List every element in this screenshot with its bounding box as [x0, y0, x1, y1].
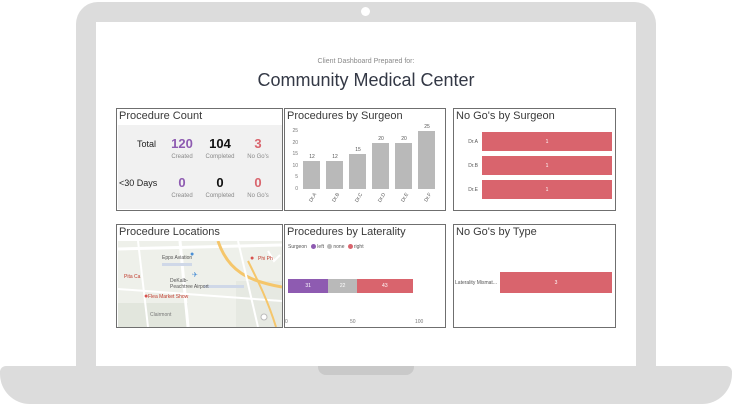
y-tick-label: 15 — [292, 151, 298, 158]
y-category-label: Dr.A — [468, 139, 478, 145]
legend-dot-icon — [327, 244, 333, 250]
procedures-by-surgeon-tile[interactable]: Procedures by Surgeon 25 20 15 10 5 0 12 Dr.A 12… — [284, 108, 446, 211]
bar-data-label: 20 — [378, 135, 384, 142]
y-tick-label: 10 — [292, 162, 298, 169]
procedure-count-tile[interactable]: Procedure Count Total 120 104 3 Created … — [116, 108, 283, 211]
map-label-poi4: Phi Ph — [258, 256, 273, 262]
bar-data-label: 12 — [332, 154, 338, 161]
bar-data-label: 20 — [401, 135, 407, 142]
legend-right: right — [353, 244, 364, 250]
bar[interactable] — [482, 132, 612, 151]
laptop-notch — [318, 366, 414, 375]
map-label-poi3: Flea Market Show — [148, 294, 189, 300]
airport-pin-icon[interactable]: ✈ — [192, 272, 198, 279]
total-completed-value: 104 — [209, 136, 231, 151]
x-tick-label: Dr.A — [308, 192, 319, 204]
y-tick-label: 20 — [292, 139, 298, 146]
total-created-value: 120 — [171, 136, 193, 151]
y-category-label: Laterality Mismat... — [455, 280, 497, 286]
dashboard-subtitle: Client Dashboard Prepared for: — [317, 58, 415, 65]
laterality-legend: Surgeon left none right — [288, 244, 364, 250]
bar-segment-left[interactable]: 31 — [288, 279, 329, 293]
y-category-label: Dr.E — [468, 187, 478, 193]
legend-left: left — [317, 244, 324, 250]
bar[interactable] — [303, 161, 320, 189]
total-nogos-value: 3 — [254, 136, 262, 151]
caption-nogos: No Go's — [247, 193, 269, 199]
bar-data-label: 15 — [355, 147, 361, 154]
bar-data-label: 1 — [545, 163, 549, 169]
bar[interactable] — [482, 180, 612, 199]
camera-icon — [361, 7, 370, 16]
legend-dot-icon — [311, 244, 317, 250]
x-tick-label: Dr.C — [354, 192, 365, 204]
caption-completed: Completed — [205, 193, 235, 199]
bar-data-label: 12 — [309, 154, 315, 161]
bar[interactable] — [500, 272, 612, 293]
x-tick-label: 0 — [285, 319, 288, 325]
x-tick-label: 100 — [415, 319, 424, 325]
map-label-airport: DeKalb-Peachtree Airport — [170, 278, 209, 290]
map-pin-icon[interactable]: ● — [190, 251, 195, 258]
bar[interactable] — [349, 154, 366, 189]
tile-title: Procedures by Surgeon — [287, 110, 403, 122]
recent-completed-value: 0 — [216, 175, 224, 190]
tile-title: Procedure Count — [119, 110, 203, 122]
legend-none: none — [333, 244, 345, 250]
procedure-locations-tile[interactable]: Procedure Locations Epps Aviation DeKalb… — [116, 224, 283, 328]
bar[interactable] — [372, 142, 389, 189]
row-label-total: Total — [137, 139, 157, 149]
row-label-30days: <30 Days — [119, 178, 158, 188]
y-tick-label: 0 — [295, 186, 298, 192]
procedures-by-laterality-tile[interactable]: Procedures by Laterality Surgeon left no… — [284, 224, 446, 328]
caption-nogos: No Go's — [247, 154, 269, 160]
procedure-count-body: Total 120 104 3 Created Completed No Go'… — [118, 125, 282, 209]
bar[interactable] — [482, 156, 612, 175]
bar[interactable] — [326, 161, 343, 189]
bar-data-label: 1 — [545, 187, 549, 193]
y-tick-label: 25 — [292, 128, 298, 134]
bar[interactable] — [395, 142, 412, 189]
location-map[interactable]: Epps Aviation DeKalb-Peachtree Airport P… — [118, 241, 282, 327]
y-tick-label: 5 — [295, 174, 298, 181]
caption-completed: Completed — [205, 154, 235, 160]
map-graphic — [118, 241, 282, 327]
map-label-street: Clairmont — [150, 312, 172, 318]
x-tick-label: 50 — [350, 319, 356, 325]
recent-created-value: 0 — [178, 175, 186, 190]
tile-title: No Go's by Surgeon — [456, 110, 555, 122]
map-pin-icon[interactable]: ● — [250, 255, 255, 262]
dashboard-screen: Client Dashboard Prepared for: Community… — [96, 22, 636, 366]
x-tick-label: Dr.D — [377, 192, 388, 204]
x-tick-label: Dr.B — [331, 192, 342, 204]
legend-dot-icon — [347, 244, 353, 250]
bar-segment-none[interactable]: 22 — [328, 279, 357, 293]
tile-title: Procedures by Laterality — [287, 226, 406, 238]
caption-created: Created — [171, 154, 193, 160]
bar-segment-right[interactable]: 43 — [356, 279, 413, 293]
bar-data-label: 25 — [424, 124, 430, 130]
x-tick-label: Dr.E — [400, 192, 411, 204]
map-pin-icon[interactable]: ● — [144, 293, 149, 300]
bar[interactable] — [418, 131, 435, 189]
caption-created: Created — [171, 193, 193, 199]
bar-data-label: 3 — [554, 280, 558, 286]
map-label-poi2: Pita Ca — [124, 274, 141, 280]
bar-data-label: 1 — [545, 139, 549, 145]
x-tick-label: Dr.F — [423, 192, 434, 204]
y-category-label: Dr.B — [468, 163, 478, 169]
tile-title: No Go's by Type — [456, 226, 537, 238]
legend-title: Surgeon — [288, 244, 307, 250]
map-label-poi1: Epps Aviation — [162, 255, 193, 261]
tile-title: Procedure Locations — [119, 226, 220, 238]
dashboard-title: Community Medical Center — [257, 70, 475, 90]
nogos-by-surgeon-tile[interactable]: No Go's by Surgeon Dr.A 1 Dr.B 1 Dr.E 1 — [453, 108, 616, 211]
recent-nogos-value: 0 — [254, 175, 262, 190]
nogos-by-type-tile[interactable]: No Go's by Type Laterality Mismat... 3 — [453, 224, 616, 328]
